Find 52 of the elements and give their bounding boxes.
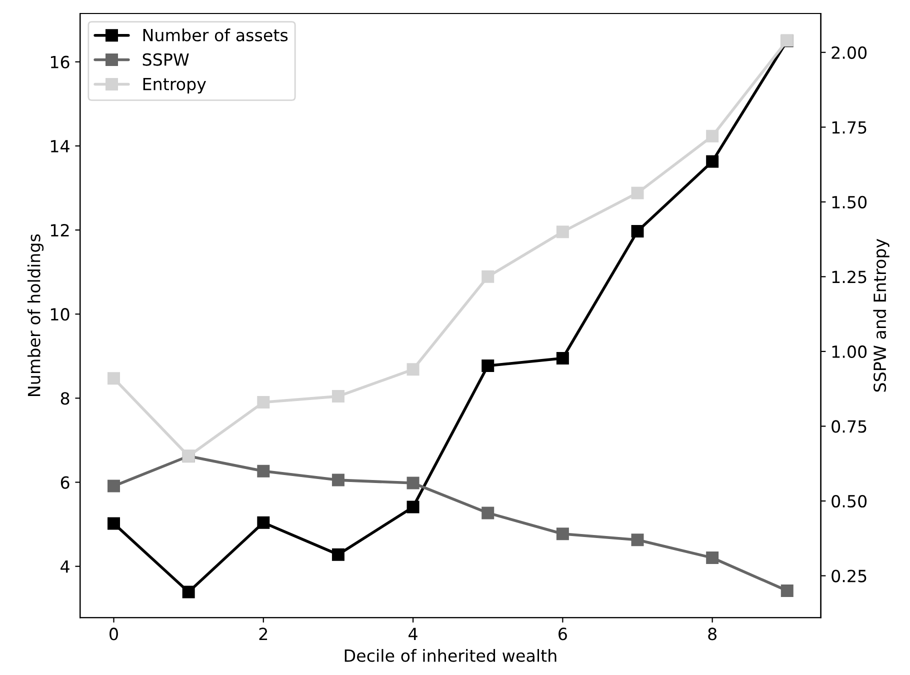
legend-label: SSPW <box>142 53 189 66</box>
point <box>556 226 569 238</box>
y-tick-label: 4 <box>60 560 70 573</box>
y-tick-label: 12 <box>50 224 69 236</box>
x-tick-label: 4 <box>408 628 418 640</box>
legend-label: Entropy <box>143 78 206 94</box>
point <box>108 372 120 385</box>
point <box>706 552 719 564</box>
y2-tick-label: 2.00 <box>832 46 867 59</box>
y2-axis-title: SSPW and Entropy <box>873 238 890 392</box>
y-axis-title: Number of holdings <box>27 234 44 396</box>
y-tick-label: 6 <box>60 476 70 489</box>
point <box>706 130 719 142</box>
point <box>257 396 270 409</box>
y2-tick-label: 1.25 <box>832 270 866 284</box>
x-tick-label: 6 <box>558 628 567 640</box>
point <box>706 155 719 168</box>
point <box>257 516 270 529</box>
y-tick-label: 10 <box>50 308 70 321</box>
point <box>631 186 644 200</box>
point <box>482 360 494 372</box>
x-tick-label: 8 <box>708 628 716 640</box>
point <box>108 517 120 530</box>
point <box>556 352 569 364</box>
x-tick-label: 2 <box>259 628 268 640</box>
point <box>556 528 569 540</box>
y2-tick-label: 1.50 <box>832 196 867 208</box>
y-tick-label: 8 <box>60 392 70 405</box>
point <box>332 390 344 403</box>
point <box>406 500 420 514</box>
y2-tick-label: 1.75 <box>832 121 866 134</box>
point <box>631 225 644 238</box>
x-axis-title: Decile of inherited wealth <box>344 649 556 662</box>
point <box>406 363 420 376</box>
point <box>406 476 420 490</box>
y2-tick-label: 0.75 <box>832 420 866 433</box>
y2-tick-label: 0.50 <box>832 494 867 508</box>
point <box>631 534 644 546</box>
y2-tick-label: 0.25 <box>832 570 866 582</box>
y-tick-label: 16 <box>50 56 70 68</box>
point <box>257 464 270 478</box>
y-tick-label: 14 <box>50 140 70 152</box>
point <box>332 474 344 486</box>
legend-label: Number of assets <box>143 28 288 42</box>
point <box>780 584 794 597</box>
point <box>482 506 494 520</box>
x-tick-label: 0 <box>110 628 118 640</box>
y2-tick-label: 1.00 <box>832 345 867 358</box>
point <box>332 548 344 561</box>
point <box>482 270 494 283</box>
point <box>108 480 120 492</box>
point <box>182 586 195 598</box>
